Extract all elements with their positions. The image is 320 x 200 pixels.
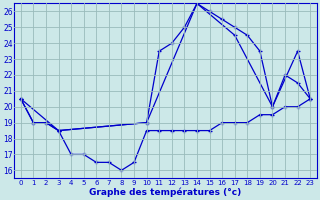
X-axis label: Graphe des températures (°c): Graphe des températures (°c)	[89, 187, 242, 197]
